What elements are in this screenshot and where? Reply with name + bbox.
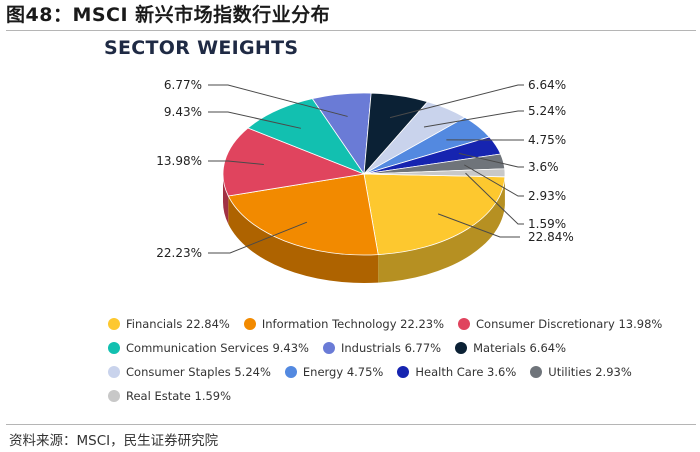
leader-line-real-estate	[465, 172, 524, 225]
legend-row: Communication Services 9.43% Industrials …	[108, 336, 668, 360]
legend-swatch	[243, 318, 256, 330]
legend-swatch	[322, 342, 335, 354]
source-divider	[6, 424, 696, 425]
chart-legend: Financials 22.84% Information Technology …	[108, 312, 668, 408]
leader-line-utilities	[464, 164, 524, 197]
legend-item: Consumer Discretionary 13.98%	[458, 317, 662, 331]
leader-line-communication-services	[208, 111, 301, 129]
value-label-consumer-discretionary: 13.98%	[156, 154, 202, 168]
legend-swatch	[530, 366, 543, 378]
chart-title: SECTOR WEIGHTS	[104, 37, 299, 59]
legend-swatch	[455, 342, 468, 354]
pie-slice-information-technology	[227, 173, 379, 256]
value-label-information-technology: 22.23%	[156, 246, 202, 260]
figure-title: 图48：MSCI 新兴市场指数行业分布	[6, 4, 331, 26]
legend-label: Consumer Staples 5.24%	[126, 365, 271, 379]
leader-line-industrials	[208, 84, 348, 117]
value-label-communication-services: 9.43%	[164, 105, 202, 119]
legend-item: Real Estate 1.59%	[108, 389, 231, 403]
legend-item: Consumer Staples 5.24%	[108, 365, 271, 379]
legend-label: Energy 4.75%	[302, 365, 384, 379]
legend-item: Communication Services 9.43%	[108, 341, 309, 355]
pie-slice-financials	[363, 173, 506, 256]
leader-line-materials	[389, 84, 524, 119]
legend-item: Industrials 6.77%	[322, 341, 442, 355]
pie-slice-communication-services	[247, 98, 366, 175]
pie-chart: 22.84% 22.23% 13.98% 9.43% 6.77% 6.64% 5.24% 4.…	[156, 78, 574, 283]
leader-line-information-technology	[208, 221, 308, 254]
legend-swatch	[108, 318, 120, 330]
value-label-energy: 4.75%	[528, 133, 566, 147]
value-label-industrials: 6.77%	[164, 78, 202, 92]
legend-row: Financials 22.84% Information Technology …	[108, 312, 668, 336]
legend-label: Information Technology 22.23%	[261, 317, 445, 331]
legend-swatch	[397, 366, 410, 378]
pie-slice-real-estate	[363, 168, 506, 178]
title-divider	[6, 30, 696, 31]
legend-item: Information Technology 22.23%	[243, 317, 445, 331]
legend-swatch	[108, 366, 120, 378]
legend-item: Utilities 2.93%	[530, 365, 632, 379]
legend-item: Financials 22.84%	[108, 317, 230, 331]
legend-row: Consumer Staples 5.24% Energy 4.75% Health…	[108, 360, 668, 384]
legend-label: Utilities 2.93%	[548, 365, 632, 379]
leader-line-health-care	[458, 152, 524, 168]
legend-item: Energy 4.75%	[284, 365, 384, 379]
legend-label: Materials 6.64%	[473, 341, 567, 355]
legend-swatch	[284, 366, 297, 378]
legend-label: Real Estate 1.59%	[126, 389, 232, 403]
leader-line-consumer-staples	[423, 110, 524, 128]
pie-side-information-technology	[228, 195, 379, 283]
legend-row: Real Estate 1.59%	[108, 384, 668, 408]
value-label-real-estate: 1.59%	[528, 217, 566, 231]
value-label-financials: 22.84%	[528, 230, 574, 244]
value-label-health-care: 3.6%	[528, 160, 559, 174]
leader-line-consumer-discretionary	[208, 160, 264, 165]
value-label-utilities: 2.93%	[528, 189, 566, 203]
legend-label: Financials 22.84%	[126, 317, 230, 331]
leader-line-financials	[437, 213, 520, 238]
legend-label: Health Care 3.6%	[415, 365, 517, 379]
legend-label: Consumer Discretionary 13.98%	[476, 317, 663, 331]
pie-side-financials	[378, 176, 505, 283]
legend-label: Communication Services 9.43%	[126, 341, 309, 355]
legend-label: Industrials 6.77%	[340, 341, 442, 355]
legend-item: Materials 6.64%	[455, 341, 566, 355]
value-label-consumer-staples: 5.24%	[528, 104, 566, 118]
value-label-materials: 6.64%	[528, 78, 566, 92]
source-note: 资料来源：MSCI，民生证券研究院	[9, 433, 219, 449]
legend-item: Health Care 3.6%	[397, 365, 516, 379]
legend-swatch	[458, 318, 471, 330]
legend-swatch	[108, 390, 120, 402]
legend-swatch	[108, 342, 120, 354]
